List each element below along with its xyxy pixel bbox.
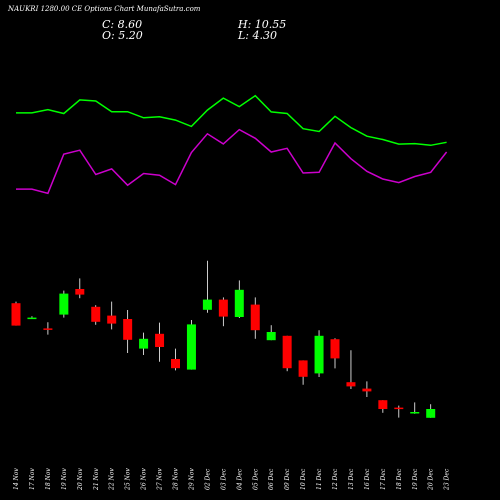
low-value: L: 4.30 — [238, 29, 277, 42]
high-value: H: 10.55 — [238, 18, 287, 31]
chart-title: NAUKRI 1280.00 CE Options Chart MunafaSu… — [8, 5, 201, 13]
candle-body — [410, 412, 420, 414]
candle-body — [27, 317, 37, 320]
candle-body — [362, 388, 372, 392]
candle-body — [250, 304, 260, 331]
candle-body — [139, 338, 149, 349]
x-tick-label: 29 Nov — [188, 468, 195, 491]
x-tick-label: 16 Dec — [364, 468, 371, 490]
x-tick-label: 10 Dec — [300, 468, 307, 490]
candle-body — [91, 306, 101, 322]
candle-body — [123, 319, 133, 340]
candle-body — [107, 315, 117, 324]
x-tick-label: 25 Nov — [125, 468, 132, 491]
candle-body — [155, 333, 165, 347]
x-tick-label: 03 Dec — [220, 468, 227, 490]
indicator-line-upper — [16, 94, 447, 147]
x-tick-label: 17 Dec — [380, 468, 387, 490]
candle-body — [346, 382, 356, 387]
candle-body — [59, 293, 69, 315]
x-tick-label: 20 Dec — [428, 468, 435, 491]
x-tick-label: 17 Nov — [29, 468, 36, 490]
x-tick-label: 18 Nov — [45, 468, 52, 490]
candle-body — [75, 289, 85, 295]
candle-body — [282, 335, 292, 369]
candle-body — [394, 407, 404, 410]
candle-body — [171, 359, 180, 369]
candle-body — [234, 289, 244, 317]
x-tick-label: 19 Nov — [61, 468, 68, 490]
x-tick-label: 06 Dec — [268, 468, 275, 490]
candle-body — [330, 339, 340, 359]
x-tick-label: 19 Dec — [412, 468, 419, 490]
candle-body — [378, 400, 388, 409]
open-value: O: 5.20 — [102, 29, 143, 42]
x-tick-label: 13 Dec — [348, 468, 355, 490]
x-tick-label: 20 Nov — [77, 468, 84, 491]
candle-body — [43, 328, 53, 330]
x-tick-label: 04 Dec — [236, 468, 243, 490]
indicator-line-lower — [16, 128, 448, 195]
close-value: C: 8.60 — [102, 18, 143, 31]
x-tick-label: 18 Dec — [396, 468, 403, 490]
candle-body — [314, 335, 324, 374]
candle-body — [266, 332, 276, 341]
x-tick-label: 05 Dec — [252, 468, 259, 490]
x-tick-label: 23 Dec — [444, 468, 451, 491]
candle-body — [202, 299, 212, 310]
candle-body — [218, 299, 228, 317]
x-tick-label: 11 Dec — [316, 468, 323, 490]
x-tick-label: 28 Nov — [173, 468, 180, 491]
x-tick-label: 12 Dec — [332, 468, 339, 490]
candle-body — [186, 324, 196, 370]
x-tick-label: 22 Nov — [109, 468, 116, 491]
x-tick-label: 14 Nov — [13, 468, 20, 490]
x-tick-label: 02 Dec — [204, 468, 211, 490]
x-tick-label: 27 Nov — [157, 468, 164, 491]
candle-body — [298, 360, 308, 377]
x-tick-label: 21 Nov — [93, 468, 100, 491]
candle-body — [426, 409, 436, 418]
x-tick-label: 26 Nov — [141, 468, 148, 491]
x-tick-label: 09 Dec — [284, 468, 291, 490]
candle-body — [11, 303, 21, 326]
